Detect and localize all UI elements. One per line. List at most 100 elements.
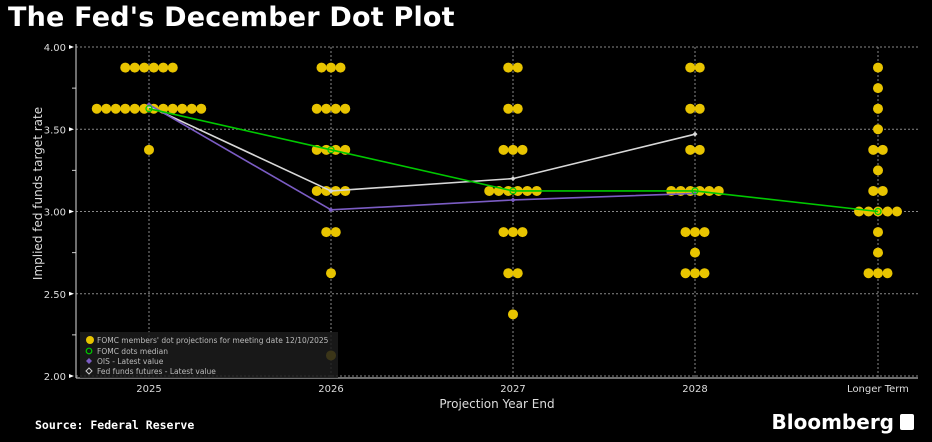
fomc-dot [498, 144, 509, 155]
ois-marker [328, 207, 334, 213]
ois-line [148, 103, 696, 211]
fomc-dot [196, 103, 207, 114]
bloomberg-logo: Bloomberg [772, 410, 914, 434]
fomc-dot [517, 144, 528, 155]
x-tick-label: Longer Term [847, 384, 909, 395]
legend-futures-icon [85, 367, 93, 375]
fomc-dot [694, 103, 705, 114]
x-tick-label: 2028 [682, 384, 707, 395]
fomc-dot [873, 268, 883, 279]
fomc-dot [873, 83, 883, 94]
fomc-dot [863, 206, 874, 217]
x-tick-label: 2025 [136, 384, 161, 395]
fomc-dot [704, 185, 715, 196]
fomc-dot [882, 268, 893, 279]
y-tick-label: 4.00 [44, 43, 66, 54]
median-marker [874, 207, 882, 216]
fomc-dot [863, 268, 874, 279]
chart-title: The Fed's December Dot Plot [8, 2, 455, 33]
legend-label: FOMC dots median [97, 347, 168, 356]
fomc-dot [177, 103, 188, 114]
fomc-dot [690, 227, 700, 238]
futures-marker [328, 188, 334, 194]
brand-name: Bloomberg [771, 410, 894, 434]
fomc-dot [503, 103, 514, 114]
legend-label: FOMC members' dot projections for meetin… [97, 336, 329, 345]
fomc-dot [508, 309, 518, 320]
fomc-dot [892, 206, 902, 217]
futures-marker [692, 131, 698, 137]
x-tick-label: 2026 [318, 384, 343, 395]
fomc-dot [694, 62, 705, 73]
fomc-dot [311, 103, 322, 114]
y-axis-label: Implied fed funds target rate [31, 107, 45, 280]
fomc-dot [517, 227, 528, 238]
fomc-dot [699, 227, 710, 238]
legend-label: OIS - Latest value [97, 357, 164, 366]
median-marker [509, 187, 517, 195]
fomc-dot [508, 144, 518, 155]
y-tick-marker [69, 127, 74, 132]
fomc-dot [326, 268, 336, 279]
y-tick-marker [69, 45, 74, 49]
fomc-dot [699, 268, 710, 279]
y-tick-marker [69, 209, 74, 214]
fomc-dot [873, 227, 883, 238]
fomc-dot [186, 103, 197, 114]
legend-ois-icon [86, 358, 92, 364]
fomc-dot [144, 144, 154, 155]
median-marker [691, 187, 699, 195]
fomc-dot [340, 103, 351, 114]
fomc-dot [148, 62, 159, 73]
ois-marker [510, 197, 516, 203]
fomc-dot [690, 247, 700, 258]
fomc-dot [868, 144, 879, 155]
y-tick-label: 3.50 [44, 125, 66, 136]
fomc-dot [512, 103, 523, 114]
x-tick-label: 2027 [500, 384, 525, 395]
fomc-dot [316, 62, 327, 73]
legend-dot-icon [86, 336, 94, 344]
y-tick-marker [69, 374, 74, 378]
fomc-dot [139, 62, 150, 73]
fomc-dot [512, 62, 523, 73]
median-line [148, 107, 879, 213]
fomc-dot [91, 103, 102, 114]
fomc-dot [158, 62, 169, 73]
fomc-dot [110, 103, 121, 114]
fomc-dot [854, 206, 864, 217]
fomc-dot [512, 268, 523, 279]
bloomberg-chart-icon [900, 414, 914, 430]
fomc-dot [873, 247, 883, 258]
y-tick-label: 3.00 [44, 208, 66, 219]
fomc-dot [311, 185, 322, 196]
x-axis-label: Projection Year End [439, 397, 554, 411]
fomc-dot [167, 103, 178, 114]
fomc-dot [321, 227, 332, 238]
legend-median-icon [85, 347, 93, 355]
source-note: Source: Federal Reserve [35, 418, 195, 432]
fomc-dot [680, 227, 691, 238]
fomc-dot [321, 103, 332, 114]
fomc-dot [120, 103, 131, 114]
fomc-dot [882, 206, 893, 217]
fomc-dot [873, 103, 883, 114]
fomc-dot [326, 62, 336, 73]
fomc-dot [508, 227, 518, 238]
fomc-dot [484, 185, 495, 196]
fomc-dot [503, 62, 514, 73]
fomc-dot [335, 62, 346, 73]
legend: FOMC members' dot projections for meetin… [80, 332, 338, 378]
fomc-dot [873, 165, 883, 176]
fomc-dot [690, 268, 700, 279]
median-marker [327, 146, 335, 154]
fomc-dot [330, 227, 341, 238]
median-marker [145, 105, 153, 113]
legend-box [80, 332, 338, 378]
legend-label: Fed funds futures - Latest value [97, 367, 216, 376]
fomc-dot [877, 144, 888, 155]
fomc-dot [694, 144, 705, 155]
fomc-dot [340, 185, 351, 196]
fomc-dot [685, 144, 696, 155]
